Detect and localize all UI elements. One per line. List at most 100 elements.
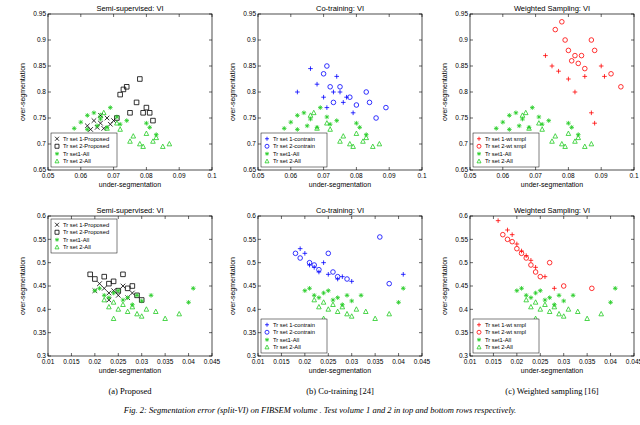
y-tick-label: 0.45 <box>455 282 468 289</box>
axes-frame <box>470 216 634 356</box>
legend: Tr set 1-wt smplTr set 2-wt smplTr set1-… <box>473 319 539 353</box>
x-tick-label: 0.045 <box>626 358 640 365</box>
legend-marker <box>265 137 269 141</box>
x-tick <box>290 14 291 17</box>
legend-box <box>51 133 117 167</box>
x-tick <box>389 14 390 17</box>
y-tick <box>631 66 634 67</box>
x-tick <box>398 353 399 356</box>
point <box>105 116 110 121</box>
x-tick-label: 0.02 <box>511 358 524 365</box>
point <box>566 77 571 82</box>
x-tick-label: 0.045 <box>414 358 431 365</box>
x-tick-label: 0.07 <box>107 172 120 179</box>
point <box>519 286 524 291</box>
point <box>507 113 512 118</box>
point <box>550 139 555 143</box>
point <box>321 260 326 265</box>
y-tick <box>258 309 261 310</box>
legend-label: Tr set 1-Proposed <box>63 136 109 142</box>
y-tick-label: 0.9 <box>459 36 468 43</box>
point <box>592 121 597 126</box>
scatter-chart: 0.010.0150.020.0250.030.0350.040.0450.30… <box>19 206 221 375</box>
point <box>585 316 590 320</box>
x-tick <box>610 216 611 219</box>
y-tick <box>209 92 212 93</box>
legend-label: Tr set 2-Proposed <box>63 229 109 235</box>
x-tick-label: 0.015 <box>273 358 290 365</box>
point <box>124 85 129 90</box>
point <box>566 307 571 311</box>
y-tick <box>631 40 634 41</box>
point <box>92 111 97 116</box>
point <box>556 69 561 74</box>
x-tick <box>179 167 180 170</box>
legend-label: Tr set 2-All <box>485 344 513 350</box>
point <box>102 274 107 279</box>
point <box>602 74 607 79</box>
y-tick-label: 0.75 <box>455 114 468 121</box>
x-tick-label: 0.06 <box>496 172 509 179</box>
y-tick <box>48 309 51 310</box>
x-axis-label: under-segmentation <box>99 367 161 375</box>
y-axis-label: over-segmentation <box>441 257 449 315</box>
y-tick <box>209 239 212 240</box>
point <box>328 85 333 90</box>
y-tick <box>209 309 212 310</box>
y-tick-label: 0.55 <box>243 236 256 243</box>
chart-title: Semi-supervised: VI <box>96 206 163 215</box>
point <box>105 126 110 130</box>
point <box>325 115 330 120</box>
point <box>523 110 528 114</box>
point <box>354 103 359 108</box>
x-tick <box>94 216 95 219</box>
point <box>340 304 345 308</box>
point <box>154 135 159 139</box>
point <box>557 293 562 298</box>
x-tick <box>113 14 114 17</box>
y-tick <box>48 144 51 145</box>
point <box>349 279 354 284</box>
point <box>118 92 123 97</box>
point <box>529 304 534 308</box>
x-tick <box>375 216 376 219</box>
point <box>494 126 499 131</box>
x-tick-label: 0.03 <box>135 358 148 365</box>
y-tick-label: 0.4 <box>37 306 46 313</box>
x-tick <box>398 216 399 219</box>
x-tick <box>516 353 517 356</box>
legend-label: Tr set 1-contrain <box>273 136 315 142</box>
legend-marker <box>477 144 481 148</box>
point <box>307 260 312 265</box>
x-tick <box>141 216 142 219</box>
point <box>124 118 129 123</box>
y-tick <box>48 239 51 240</box>
point <box>378 235 383 240</box>
x-tick <box>80 14 81 17</box>
point <box>302 111 307 116</box>
y-tick-label: 0.3 <box>37 352 46 359</box>
y-tick-label: 0.85 <box>33 62 46 69</box>
point <box>102 286 107 291</box>
point <box>315 125 320 130</box>
point <box>93 288 98 293</box>
plot-area <box>470 216 634 356</box>
point <box>401 286 406 291</box>
point <box>533 265 538 270</box>
y-tick <box>470 262 473 263</box>
point <box>576 135 581 139</box>
point <box>552 286 557 291</box>
point <box>116 293 121 298</box>
point <box>576 61 581 66</box>
subcaption: (b) Co-training [24] <box>306 386 374 396</box>
legend-marker <box>265 159 269 163</box>
point <box>317 304 322 308</box>
point <box>364 135 369 139</box>
y-tick-label: 0.3 <box>247 352 256 359</box>
y-tick <box>258 239 261 240</box>
point <box>608 300 613 305</box>
point <box>128 139 133 143</box>
point <box>537 121 542 125</box>
point <box>351 111 356 116</box>
legend-label: Tr set 2-contrain <box>273 329 315 335</box>
